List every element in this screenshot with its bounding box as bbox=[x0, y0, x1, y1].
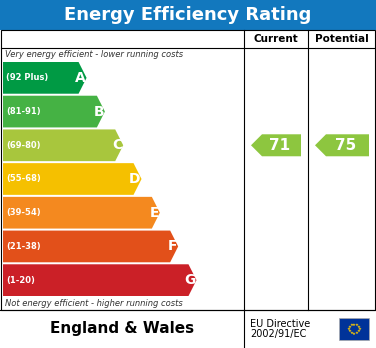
Text: D: D bbox=[129, 172, 141, 186]
Polygon shape bbox=[3, 264, 197, 296]
Bar bbox=[0, 0, 376, 30]
Text: G: G bbox=[184, 273, 196, 287]
Text: Not energy efficient - higher running costs: Not energy efficient - higher running co… bbox=[5, 299, 183, 308]
Text: ★: ★ bbox=[347, 327, 350, 331]
Text: ★: ★ bbox=[355, 331, 359, 335]
Text: Potential: Potential bbox=[315, 34, 368, 44]
Text: ★: ★ bbox=[357, 325, 361, 329]
Polygon shape bbox=[315, 134, 369, 156]
Text: A: A bbox=[75, 71, 86, 85]
Text: Very energy efficient - lower running costs: Very energy efficient - lower running co… bbox=[5, 50, 183, 59]
Text: England & Wales: England & Wales bbox=[50, 322, 194, 337]
Text: C: C bbox=[112, 138, 122, 152]
Text: ★: ★ bbox=[349, 331, 353, 335]
Text: B: B bbox=[93, 104, 104, 119]
Text: (39-54): (39-54) bbox=[6, 208, 41, 217]
Polygon shape bbox=[3, 129, 123, 161]
Polygon shape bbox=[3, 231, 178, 262]
Text: ★: ★ bbox=[349, 323, 353, 327]
Text: (92 Plus): (92 Plus) bbox=[6, 73, 48, 82]
Text: 71: 71 bbox=[269, 138, 290, 153]
Text: ★: ★ bbox=[352, 323, 356, 326]
Text: 2002/91/EC: 2002/91/EC bbox=[250, 329, 306, 339]
Polygon shape bbox=[3, 96, 105, 127]
Polygon shape bbox=[3, 62, 86, 94]
Text: (55-68): (55-68) bbox=[6, 174, 41, 183]
Polygon shape bbox=[251, 134, 301, 156]
Text: Current: Current bbox=[254, 34, 299, 44]
Bar bbox=[1, 30, 375, 310]
Text: (1-20): (1-20) bbox=[6, 276, 35, 285]
Text: ★: ★ bbox=[355, 323, 359, 327]
Text: (21-38): (21-38) bbox=[6, 242, 41, 251]
Text: 75: 75 bbox=[335, 138, 356, 153]
Bar bbox=[339, 318, 369, 340]
Text: (81-91): (81-91) bbox=[6, 107, 41, 116]
Text: E: E bbox=[149, 206, 159, 220]
Text: (69-80): (69-80) bbox=[6, 141, 41, 150]
Text: ★: ★ bbox=[357, 329, 361, 333]
Text: F: F bbox=[168, 239, 177, 253]
Text: ★: ★ bbox=[358, 327, 361, 331]
Text: Energy Efficiency Rating: Energy Efficiency Rating bbox=[64, 6, 312, 24]
Polygon shape bbox=[3, 197, 160, 229]
Polygon shape bbox=[3, 163, 141, 195]
Text: ★: ★ bbox=[347, 325, 351, 329]
Text: ★: ★ bbox=[347, 329, 351, 333]
Text: EU Directive: EU Directive bbox=[250, 319, 310, 329]
Text: ★: ★ bbox=[352, 332, 356, 335]
